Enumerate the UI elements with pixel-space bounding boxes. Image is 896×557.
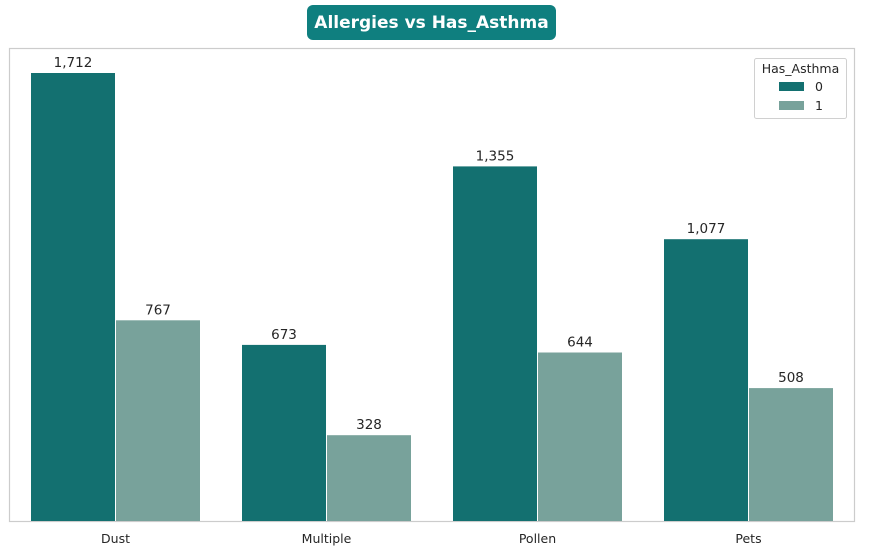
legend-title: Has_Asthma (762, 61, 840, 76)
value-label-pets-series-0: 1,077 (687, 221, 726, 237)
bar-dust-series-1 (116, 320, 200, 521)
bar-dust-series-0 (31, 73, 115, 521)
bar-multiple-series-0 (242, 344, 326, 521)
value-label-dust-series-1: 767 (145, 302, 171, 318)
legend-swatch-0 (779, 82, 804, 91)
chart-title-badge: Allergies vs Has_Asthma (307, 5, 556, 40)
value-label-pollen-series-1: 644 (567, 335, 593, 351)
value-label-pollen-series-0: 1,355 (476, 148, 515, 164)
bar-multiple-series-1 (327, 435, 411, 521)
x-tick-label-pollen: Pollen (519, 531, 556, 546)
bar-pollen-series-0 (453, 166, 537, 521)
bar-pets-series-0 (664, 239, 748, 521)
x-tick-label-pets: Pets (735, 531, 761, 546)
bar-pollen-series-1 (538, 352, 622, 521)
value-label-multiple-series-0: 673 (271, 327, 297, 343)
chart-title: Allergies vs Has_Asthma (314, 13, 548, 33)
chart-title-background (307, 5, 556, 40)
legend-label-1: 1 (815, 98, 823, 113)
value-label-dust-series-0: 1,712 (54, 55, 93, 71)
bars-layer (31, 73, 833, 521)
legend-label-0: 0 (815, 79, 823, 94)
plot-frame (8, 47, 856, 523)
legend-swatch-1 (779, 101, 804, 110)
bar-pets-series-1 (749, 388, 833, 521)
x-tick-label-dust: Dust (101, 531, 130, 546)
value-labels-layer: 1,712 767 673 328 1,355 644 1,077 508 (54, 55, 804, 433)
x-ticks-layer: Dust Multiple Pollen Pets (101, 531, 762, 546)
x-tick-label-multiple: Multiple (302, 531, 352, 546)
legend: Has_Asthma 0 1 (754, 58, 847, 119)
value-label-pets-series-1: 508 (778, 370, 804, 386)
value-label-multiple-series-1: 328 (356, 417, 382, 433)
